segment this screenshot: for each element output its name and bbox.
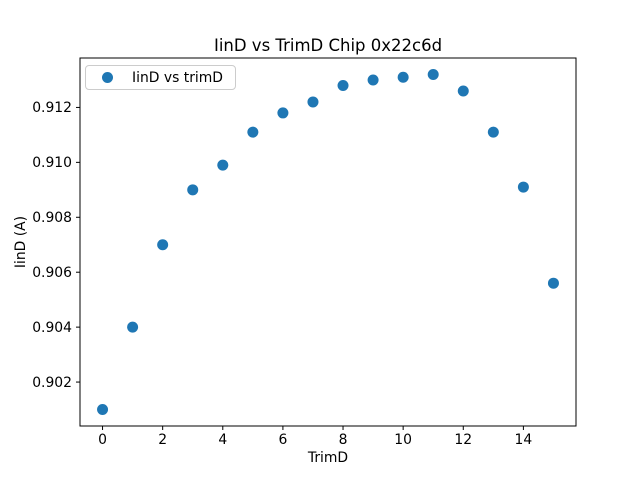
x-tick-label: 6 (278, 432, 287, 448)
chart-title: IinD vs TrimD Chip 0x22c6d (213, 36, 443, 55)
x-tick-label: 8 (339, 432, 348, 448)
y-tick-label: 0.912 (32, 100, 72, 116)
data-point (97, 404, 109, 416)
y-tick-label: 0.902 (32, 375, 72, 391)
data-point (517, 181, 529, 193)
y-axis-label: IinD (A) (13, 215, 29, 269)
x-tick-label: 0 (98, 432, 107, 448)
data-point (187, 184, 199, 196)
data-point (217, 159, 229, 171)
x-tick-label: 14 (515, 432, 533, 448)
data-point (487, 126, 499, 138)
x-tick-label: 12 (454, 432, 472, 448)
y-tick-label: 0.904 (32, 320, 72, 336)
y-tick-label: 0.908 (32, 210, 72, 226)
data-point (277, 107, 289, 119)
x-tick-label: 10 (394, 432, 412, 448)
data-point (127, 321, 139, 333)
data-point (307, 96, 319, 108)
legend: IinD vs trimD (85, 65, 236, 90)
y-tick-label: 0.906 (32, 265, 72, 281)
data-point (427, 68, 439, 80)
data-point (397, 71, 409, 83)
data-point (367, 74, 379, 86)
data-point (337, 79, 349, 91)
data-point (457, 85, 469, 97)
x-tick-label: 4 (218, 432, 227, 448)
y-tick-label: 0.910 (32, 155, 72, 171)
x-tick-label: 2 (158, 432, 167, 448)
circle-marker-icon (102, 72, 113, 83)
data-point (547, 277, 559, 289)
legend-label: IinD vs trimD (132, 69, 223, 86)
axes-frame (79, 57, 577, 427)
data-point (247, 126, 259, 138)
data-point (157, 239, 169, 251)
x-axis-label: TrimD (307, 450, 349, 466)
